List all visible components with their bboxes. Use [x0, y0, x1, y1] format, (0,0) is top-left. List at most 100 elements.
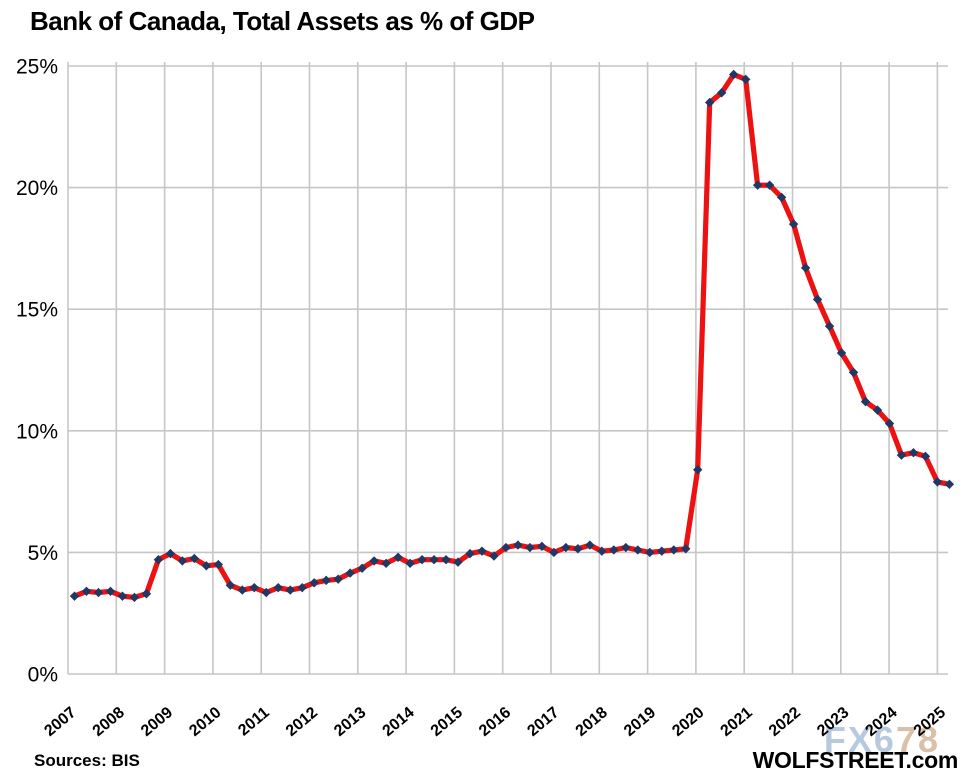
data-point-marker: [165, 548, 176, 559]
x-axis-tick-label: 2008: [90, 704, 128, 740]
watermark-text-blue: FX6: [823, 719, 896, 760]
data-point-marker: [657, 546, 667, 556]
y-axis-tick-label: 15%: [16, 299, 58, 322]
data-point-marker: [201, 561, 212, 571]
data-line: [71, 71, 953, 601]
x-axis-tick-label: 2022: [766, 704, 804, 740]
data-point-marker: [812, 294, 823, 305]
data-point-marker: [740, 74, 751, 85]
source-label: Sources: BIS: [34, 751, 140, 770]
data-point-marker: [225, 580, 236, 590]
data-point-marker: [549, 547, 559, 558]
data-point-marker: [321, 575, 331, 586]
data-point-marker: [597, 546, 607, 556]
data-point-marker: [752, 180, 763, 190]
y-axis-tick-label: 25%: [16, 56, 58, 79]
x-axis-tick-label: 2007: [41, 704, 79, 740]
x-axis-tick-label: 2014: [379, 704, 417, 740]
x-axis-tick-label: 2012: [283, 704, 321, 740]
data-point-marker: [69, 591, 80, 601]
data-point-marker: [345, 568, 355, 578]
y-axis-tick-label: 0%: [28, 664, 58, 687]
data-point-marker: [896, 450, 907, 460]
data-point-marker: [776, 192, 787, 203]
data-point-marker: [525, 542, 535, 553]
data-point-marker: [681, 544, 691, 554]
y-axis-tick-label: 20%: [16, 177, 58, 200]
data-point-marker: [800, 263, 811, 273]
x-axis-tick-label: 2013: [331, 704, 369, 740]
data-point-marker: [141, 589, 152, 599]
data-point-marker: [633, 545, 643, 555]
data-point-marker: [357, 563, 367, 573]
data-point-marker: [333, 574, 343, 584]
data-point-marker: [93, 587, 104, 598]
data-point-marker: [477, 546, 487, 556]
data-point-marker: [453, 557, 463, 567]
data-point-marker: [860, 396, 871, 407]
data-point-marker: [669, 545, 679, 555]
x-axis-tick-label: 2025: [911, 704, 949, 740]
x-axis-tick-label: 2017: [524, 704, 562, 740]
data-point-marker: [261, 587, 271, 598]
data-point-marker: [609, 545, 619, 555]
data-point-marker: [788, 219, 799, 229]
data-point-marker: [129, 592, 140, 603]
data-point-marker: [237, 585, 247, 595]
brand-label: WOLFSTREET.com: [752, 747, 959, 773]
data-point-marker: [705, 97, 715, 108]
data-point-marker: [105, 586, 116, 597]
data-point-marker: [249, 582, 259, 593]
x-axis-tick-label: 2019: [621, 704, 659, 740]
watermark-text-tan: 78: [895, 719, 940, 760]
data-point-marker: [908, 447, 919, 458]
data-point-marker: [513, 540, 523, 550]
data-point-marker: [81, 586, 92, 597]
data-point-marker: [117, 591, 128, 601]
data-point-marker: [285, 585, 295, 595]
data-point-marker: [153, 554, 164, 565]
data-point-marker: [848, 367, 859, 378]
x-axis-tick-label: 2009: [138, 704, 176, 740]
data-point-marker: [393, 552, 403, 562]
data-point-marker: [944, 479, 955, 490]
data-point-marker: [309, 578, 319, 588]
y-axis-tick-label: 5%: [28, 542, 58, 565]
x-axis-tick-label: 2010: [186, 704, 224, 740]
x-axis-tick-label: 2023: [814, 704, 852, 740]
data-point-marker: [716, 88, 727, 98]
data-point-marker: [381, 558, 391, 569]
data-point-marker: [429, 554, 439, 565]
x-axis-tick-label: 2011: [235, 704, 273, 739]
data-point-marker: [824, 321, 835, 331]
data-point-marker: [561, 542, 571, 553]
watermark: FX678: [824, 719, 940, 761]
data-point-marker: [645, 547, 655, 558]
y-axis-tick-label: 10%: [16, 420, 58, 443]
data-point-marker: [441, 554, 451, 565]
data-point-marker: [489, 551, 499, 561]
data-point-marker: [932, 477, 943, 487]
data-point-marker: [177, 556, 188, 566]
data-point-marker: [693, 465, 703, 475]
data-point-marker: [728, 69, 739, 80]
data-point-marker: [369, 556, 379, 566]
data-point-marker: [405, 558, 415, 569]
data-point-marker: [764, 180, 775, 190]
data-point-marker: [621, 542, 631, 553]
x-axis-tick-label: 2021: [718, 704, 756, 740]
data-point-marker: [189, 553, 200, 564]
x-axis-tick-label: 2015: [428, 704, 466, 740]
data-point-marker: [273, 582, 283, 593]
data-point-marker: [573, 544, 583, 554]
data-point-marker: [537, 541, 547, 552]
data-point-marker: [465, 548, 475, 559]
data-point-marker: [213, 559, 224, 570]
x-axis-tick-label: 2020: [669, 704, 707, 740]
data-point-marker: [585, 540, 595, 550]
data-point-marker: [836, 348, 847, 358]
x-axis-tick-label: 2016: [476, 704, 514, 740]
x-axis-tick-label: 2018: [573, 704, 611, 740]
data-point-marker: [884, 418, 895, 429]
